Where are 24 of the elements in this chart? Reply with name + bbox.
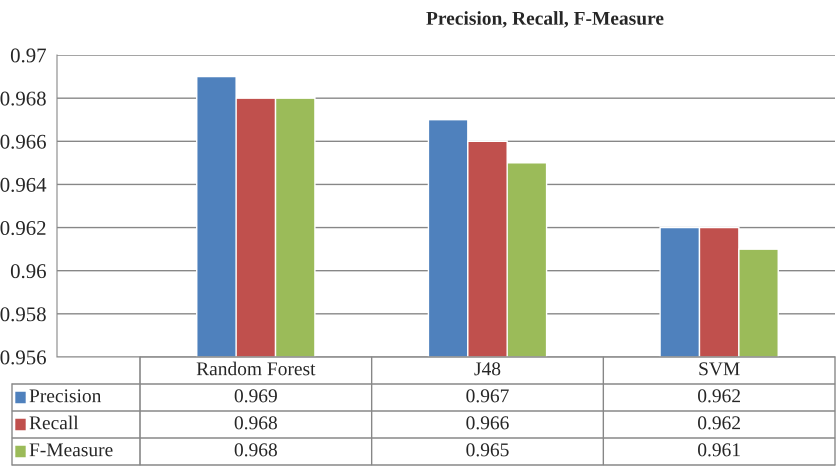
legend-label: Precision [30, 389, 102, 402]
x-tick-label: J48 [474, 362, 500, 376]
data-label: 0.969 [234, 389, 277, 402]
y-tick-label: 0.96 [10, 264, 46, 278]
data-label: 0.962 [698, 416, 740, 430]
legend-label: Recall [30, 416, 78, 430]
y-tick-label: 0.956 [0, 350, 46, 365]
data-label: 0.968 [234, 416, 277, 430]
data-label: 0.966 [466, 416, 509, 430]
data-label: 0.962 [698, 389, 740, 402]
y-tick-label: 0.958 [0, 307, 46, 322]
y-tick-label: 0.97 [10, 48, 46, 63]
data-label: 0.968 [234, 443, 277, 456]
chart-title: Precision, Recall, F-Measure [426, 11, 664, 28]
data-label: 0.965 [466, 443, 509, 456]
x-tick-label: SVM [699, 362, 740, 376]
x-tick-label: Random Forest [196, 362, 316, 376]
data-label: 0.967 [466, 389, 509, 402]
y-tick-label: 0.968 [0, 92, 46, 106]
legend-label: F-Measure [30, 443, 113, 456]
y-tick-label: 0.964 [0, 178, 46, 192]
y-tick-label: 0.962 [0, 220, 46, 236]
y-tick-label: 0.966 [0, 134, 46, 149]
data-label: 0.961 [698, 443, 740, 456]
